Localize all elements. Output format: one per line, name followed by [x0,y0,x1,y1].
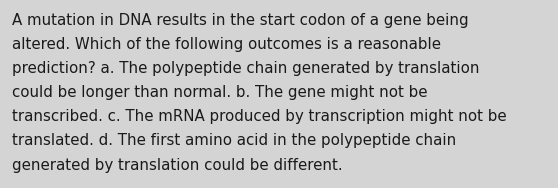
Text: altered. Which of the following outcomes is a reasonable: altered. Which of the following outcomes… [12,37,441,52]
Text: transcribed. c. The mRNA produced by transcription might not be: transcribed. c. The mRNA produced by tra… [12,109,507,124]
Text: A mutation in DNA results in the start codon of a gene being: A mutation in DNA results in the start c… [12,13,469,28]
Text: could be longer than normal. b. The gene might not be: could be longer than normal. b. The gene… [12,85,428,100]
Text: translated. d. The first amino acid in the polypeptide chain: translated. d. The first amino acid in t… [12,133,456,149]
Text: generated by translation could be different.: generated by translation could be differ… [12,158,343,173]
Text: prediction? a. The polypeptide chain generated by translation: prediction? a. The polypeptide chain gen… [12,61,480,76]
